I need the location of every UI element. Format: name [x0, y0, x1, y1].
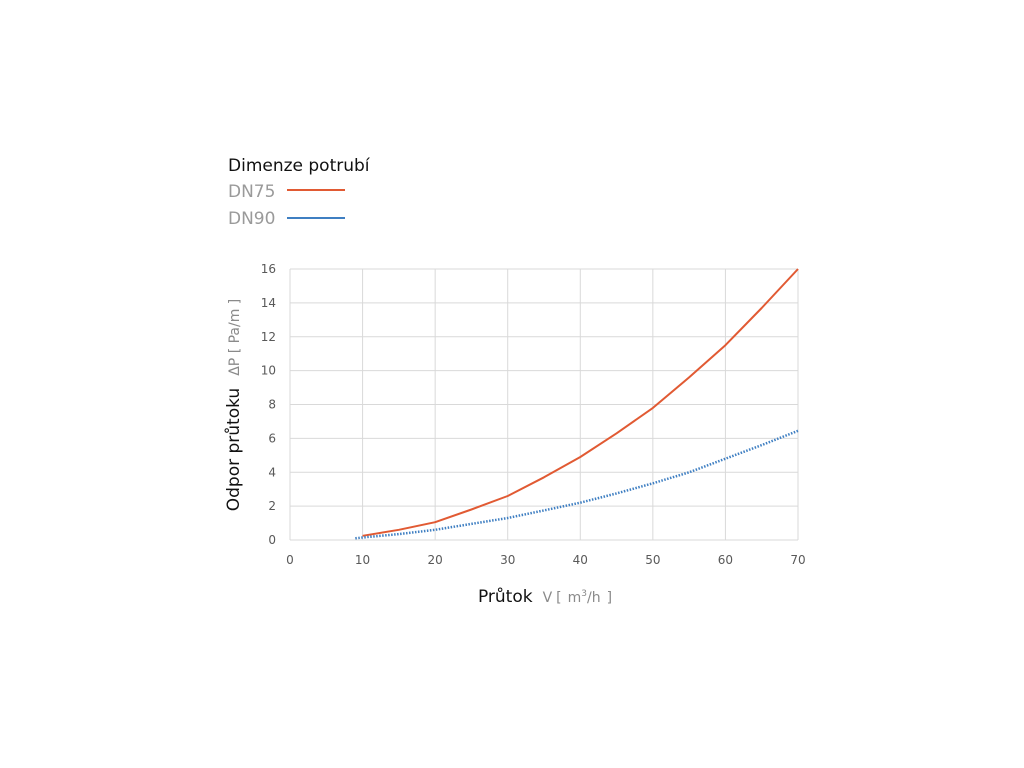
- legend-title: Dimenze potrubí: [228, 156, 371, 176]
- y-tick-label: 4: [268, 465, 276, 479]
- y-tick-labels: 0 2 4 6 8 10 12 14 16: [261, 262, 276, 547]
- legend: Dimenze potrubí DN75 DN90: [228, 156, 371, 229]
- y-tick-label: 16: [261, 262, 276, 276]
- y-tick-label: 12: [261, 330, 276, 344]
- x-tick-label: 30: [500, 553, 515, 567]
- gridlines: [289, 268, 799, 541]
- x-axis-unit-rest: /h: [587, 590, 601, 606]
- x-axis-unit-open: [: [556, 590, 561, 606]
- y-tick-label: 2: [268, 499, 276, 513]
- series-line-dn90: [355, 429, 799, 540]
- x-axis-label: Průtok: [478, 587, 533, 607]
- x-axis-unit-base: m: [568, 590, 582, 606]
- y-axis-unit: ΔP [ Pa/m ]: [227, 299, 243, 376]
- x-tick-label: 40: [573, 553, 588, 567]
- y-tick-label: 8: [268, 398, 276, 412]
- x-axis-title: Průtok V[ m3/h]: [478, 587, 612, 607]
- x-tick-label: 60: [718, 553, 733, 567]
- x-tick-labels: 0 10 20 30 40 50 60 70: [286, 553, 805, 567]
- x-axis-unit-sup: 3: [581, 589, 587, 599]
- x-tick-label: 70: [790, 553, 805, 567]
- y-tick-label: 14: [261, 296, 276, 310]
- y-tick-label: 10: [261, 364, 276, 378]
- x-tick-label: 0: [286, 553, 294, 567]
- legend-label-dn75: DN75: [228, 182, 275, 202]
- x-axis-symbol: V: [543, 590, 553, 606]
- series-lines: [355, 268, 799, 540]
- x-tick-label: 50: [645, 553, 660, 567]
- x-tick-label: 10: [355, 553, 370, 567]
- x-axis-unit-close: ]: [607, 590, 612, 606]
- y-axis-title: Odpor průtoku ΔP [ Pa/m ]: [224, 299, 244, 512]
- series-line-dn75: [362, 268, 799, 537]
- y-axis-label: Odpor průtoku: [224, 388, 244, 511]
- legend-label-dn90: DN90: [228, 209, 275, 229]
- y-tick-label: 6: [268, 431, 276, 445]
- y-tick-label: 0: [268, 533, 276, 547]
- x-tick-label: 20: [428, 553, 443, 567]
